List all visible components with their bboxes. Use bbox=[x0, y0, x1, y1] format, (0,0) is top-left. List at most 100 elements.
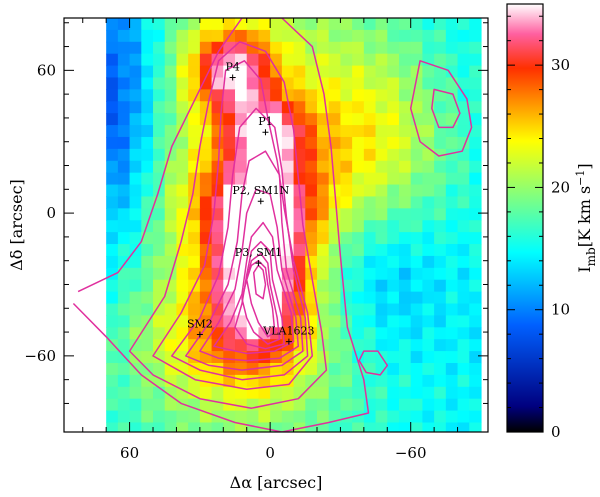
map-cell bbox=[199, 29, 213, 43]
map-cell bbox=[129, 315, 142, 328]
map-cell bbox=[410, 244, 424, 257]
map-cell bbox=[457, 291, 470, 305]
map-cell bbox=[445, 18, 459, 31]
map-cell bbox=[176, 386, 189, 400]
map-cell bbox=[410, 303, 424, 317]
map-cell bbox=[188, 244, 201, 257]
map-cell bbox=[164, 113, 178, 126]
map-cell bbox=[316, 410, 330, 424]
map-cell bbox=[410, 113, 424, 126]
map-cell bbox=[410, 148, 424, 162]
map-cell bbox=[223, 41, 236, 55]
map-cell bbox=[293, 89, 306, 102]
map-cell bbox=[469, 113, 482, 126]
map-cell bbox=[117, 148, 131, 162]
map-cell bbox=[469, 184, 482, 198]
map-cell bbox=[106, 101, 119, 114]
map-cell bbox=[164, 327, 178, 340]
map-cell bbox=[445, 136, 459, 150]
map-cell bbox=[106, 327, 119, 340]
colorbar-title-units: [K km s bbox=[575, 186, 594, 247]
map-cell bbox=[352, 244, 365, 257]
map-cell bbox=[316, 232, 330, 245]
map-cell bbox=[457, 374, 470, 388]
map-cell bbox=[422, 267, 435, 281]
map-cell bbox=[164, 208, 178, 221]
map-cell bbox=[469, 136, 482, 150]
map-cell bbox=[352, 291, 365, 305]
map-cell bbox=[469, 89, 482, 102]
map-cell bbox=[246, 125, 260, 138]
map-cell bbox=[340, 255, 353, 269]
map-cell bbox=[246, 101, 260, 114]
map-cell bbox=[270, 386, 283, 400]
map-cell bbox=[398, 374, 412, 388]
map-cell bbox=[305, 113, 318, 126]
map-cell bbox=[352, 398, 365, 412]
map-cell bbox=[422, 315, 435, 328]
map-cell bbox=[340, 113, 353, 126]
map-cell bbox=[445, 65, 459, 79]
map-cell bbox=[211, 41, 224, 55]
map-cell bbox=[153, 29, 166, 43]
map-cell bbox=[153, 125, 166, 138]
map-cell bbox=[340, 422, 353, 432]
map-cell bbox=[316, 184, 330, 198]
map-cell bbox=[258, 29, 271, 43]
map-cell bbox=[422, 303, 435, 317]
map-cell bbox=[153, 315, 166, 328]
map-cell bbox=[422, 279, 435, 293]
map-cell bbox=[106, 351, 119, 364]
map-cell bbox=[422, 291, 435, 305]
map-cell bbox=[398, 339, 412, 352]
map-cell bbox=[445, 53, 459, 67]
map-cell bbox=[199, 267, 213, 281]
map-cell bbox=[129, 29, 142, 43]
map-cell bbox=[258, 422, 271, 432]
map-cell bbox=[422, 410, 435, 424]
map-cell bbox=[387, 136, 400, 150]
map-cell bbox=[270, 113, 283, 126]
map-cell bbox=[141, 172, 154, 186]
map-cell bbox=[129, 148, 142, 162]
map-cell bbox=[153, 398, 166, 412]
map-cell bbox=[328, 172, 342, 186]
colorbar-title-main: I bbox=[575, 266, 594, 272]
map-cell bbox=[398, 386, 412, 400]
map-cell bbox=[305, 279, 318, 293]
map-cell bbox=[316, 244, 330, 257]
map-cell bbox=[387, 422, 400, 432]
map-cell bbox=[129, 136, 142, 150]
map-cell bbox=[153, 267, 166, 281]
map-cell bbox=[153, 89, 166, 102]
map-cell bbox=[410, 339, 424, 352]
map-cell bbox=[340, 339, 353, 352]
map-cell bbox=[117, 113, 131, 126]
map-cell bbox=[340, 363, 353, 376]
source-label: SM2 bbox=[187, 317, 213, 330]
map-cell bbox=[434, 77, 447, 90]
map-cell bbox=[469, 208, 482, 221]
map-cell bbox=[469, 160, 482, 174]
map-cell bbox=[328, 351, 342, 364]
map-cell bbox=[434, 196, 447, 209]
map-cell bbox=[199, 315, 213, 328]
map-cell bbox=[176, 279, 189, 293]
map-cell bbox=[211, 148, 224, 162]
map-cell bbox=[117, 410, 131, 424]
map-cell bbox=[141, 303, 154, 317]
map-cell bbox=[199, 148, 213, 162]
map-cell bbox=[235, 160, 248, 174]
contour-line bbox=[431, 88, 461, 129]
y-tick-label: −60 bbox=[24, 347, 56, 365]
map-cell bbox=[340, 65, 353, 79]
map-cell bbox=[199, 220, 213, 233]
map-cell bbox=[375, 101, 388, 114]
map-cell bbox=[223, 113, 236, 126]
map-cell bbox=[375, 279, 388, 293]
map-cell bbox=[129, 279, 142, 293]
source-marker bbox=[255, 260, 262, 267]
map-cell bbox=[106, 374, 119, 388]
map-cell bbox=[410, 101, 424, 114]
map-cell bbox=[235, 125, 248, 138]
